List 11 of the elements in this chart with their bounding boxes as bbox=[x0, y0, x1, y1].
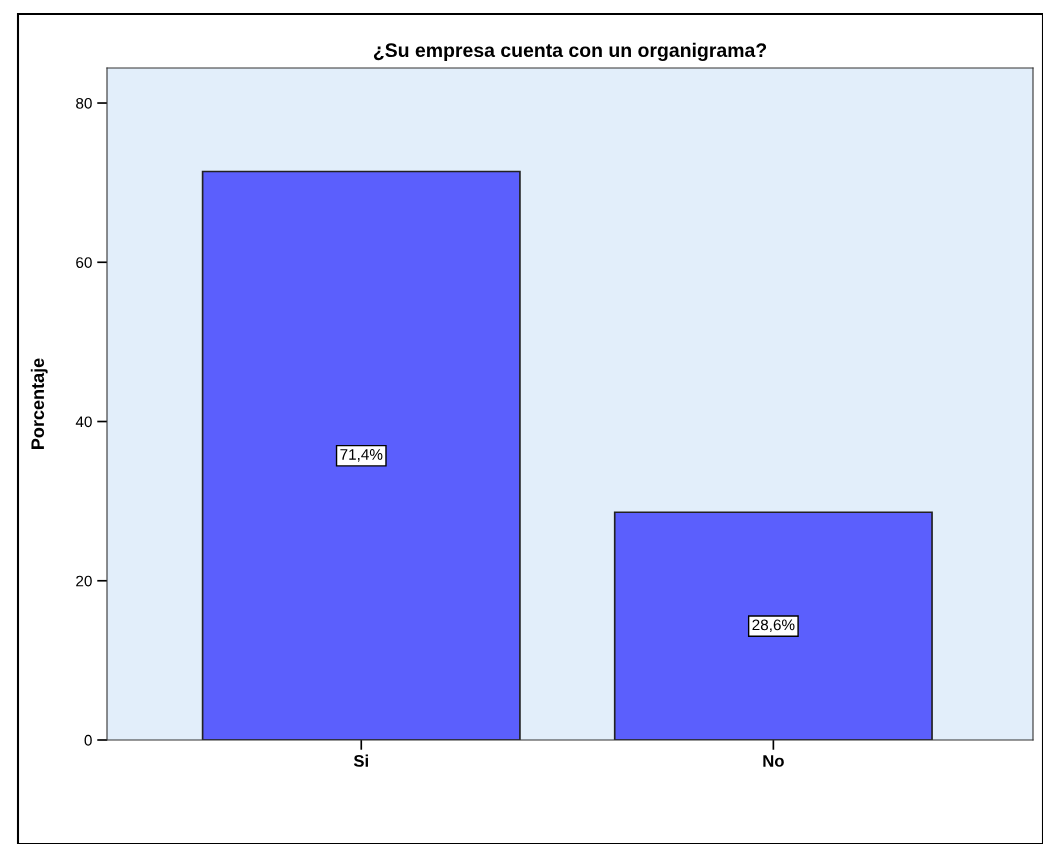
data-label: 71,4% bbox=[340, 449, 383, 462]
y-tick-label: 60 bbox=[76, 257, 92, 268]
chart-title: ¿Su empresa cuenta con un organigrama? bbox=[373, 42, 767, 62]
x-tick-label: Si bbox=[353, 754, 368, 767]
y-axis-title: Porcentaje bbox=[30, 358, 48, 449]
y-tick-label: 80 bbox=[76, 97, 92, 109]
x-tick-label: No bbox=[763, 755, 784, 767]
y-tick-label: 20 bbox=[76, 575, 92, 587]
y-tick-label: 0 bbox=[84, 734, 92, 746]
data-label: 28,6% bbox=[752, 619, 795, 633]
y-tick-label: 40 bbox=[75, 416, 92, 428]
